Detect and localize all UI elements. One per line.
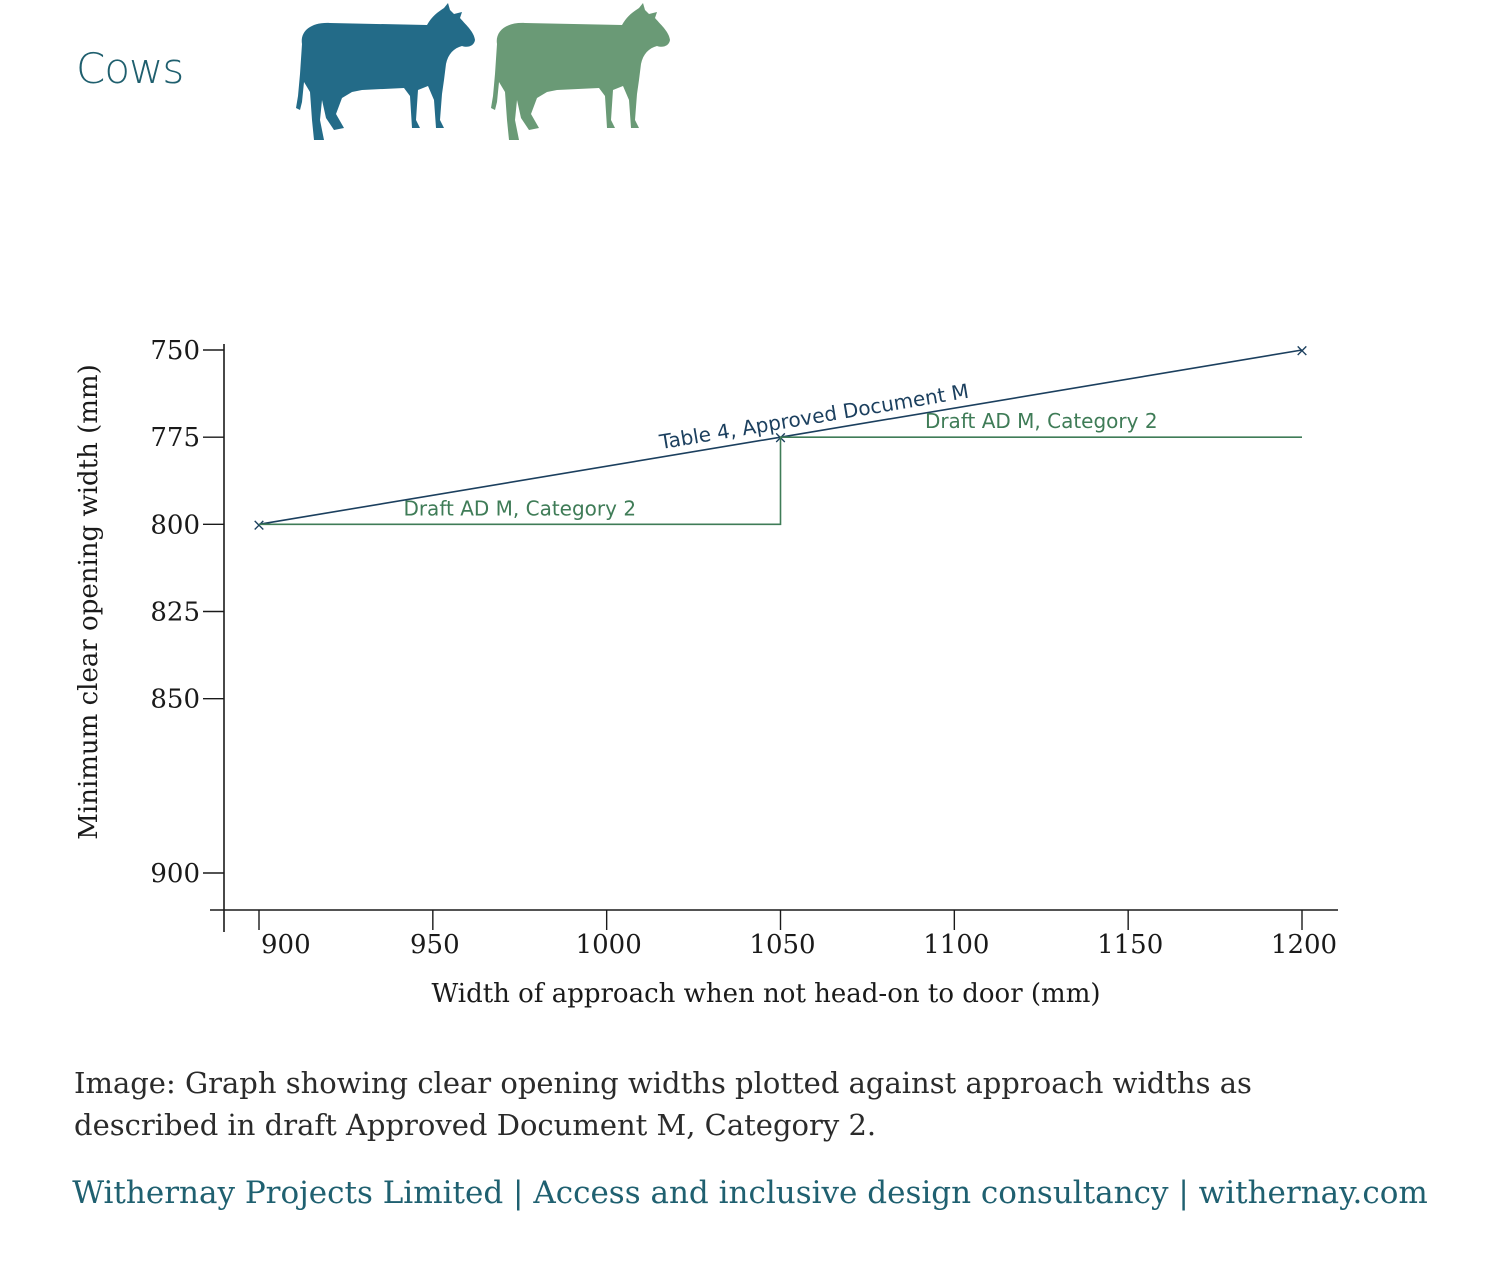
footer: Withernay Projects Limited | Access and … xyxy=(0,1175,1500,1211)
x-tick-label: 1050 xyxy=(749,930,815,960)
data-point-marker: × xyxy=(252,515,266,535)
footer-website[interactable]: withernay.com xyxy=(1198,1175,1428,1211)
y-tick-label: 825 xyxy=(150,598,200,628)
footer-tagline: Access and inclusive design consultancy xyxy=(533,1175,1169,1211)
chart-axes xyxy=(210,344,1338,932)
x-tick-label: 950 xyxy=(410,930,460,960)
y-axis-label: Minimum clear opening width (mm) xyxy=(74,364,104,839)
y-tick-label: 800 xyxy=(150,510,200,540)
data-point-marker: × xyxy=(1295,341,1309,361)
footer-separator: | xyxy=(503,1175,534,1211)
footer-company: Withernay Projects Limited xyxy=(72,1175,504,1211)
x-tick-label: 1100 xyxy=(923,930,989,960)
series-annotation: Draft AD M, Category 2 xyxy=(925,409,1158,433)
y-tick-label: 750 xyxy=(150,336,200,366)
x-tick-label: 1000 xyxy=(576,930,642,960)
y-axis-ticks: 750 775 800 825 850 900 xyxy=(150,336,224,889)
x-tick-label: 1200 xyxy=(1271,930,1337,960)
chart-series: ××× xyxy=(252,341,1309,535)
chart: 750 775 800 825 850 900 900 950 1000 1050 1100 115… xyxy=(74,336,1338,1009)
x-tick-label: 900 xyxy=(261,930,311,960)
series-annotation: Table 4, Approved Document M xyxy=(657,379,971,454)
footer-separator: | xyxy=(1168,1175,1199,1211)
y-tick-label: 850 xyxy=(150,685,200,715)
cow-green-icon xyxy=(491,3,670,140)
figure-caption: Image: Graph showing clear opening width… xyxy=(74,1066,1252,1142)
y-tick-label: 900 xyxy=(150,859,200,889)
y-tick-label: 775 xyxy=(150,423,200,453)
brand-title: Cows xyxy=(76,44,184,93)
x-axis-ticks: 900 950 1000 1050 1100 1150 1200 xyxy=(258,910,1337,960)
series-annotation: Draft AD M, Category 2 xyxy=(403,496,636,520)
series-line-1 xyxy=(259,436,1302,526)
x-axis-label: Width of approach when not head-on to do… xyxy=(431,979,1100,1009)
x-tick-label: 1150 xyxy=(1097,930,1163,960)
cow-blue-icon xyxy=(296,3,475,140)
